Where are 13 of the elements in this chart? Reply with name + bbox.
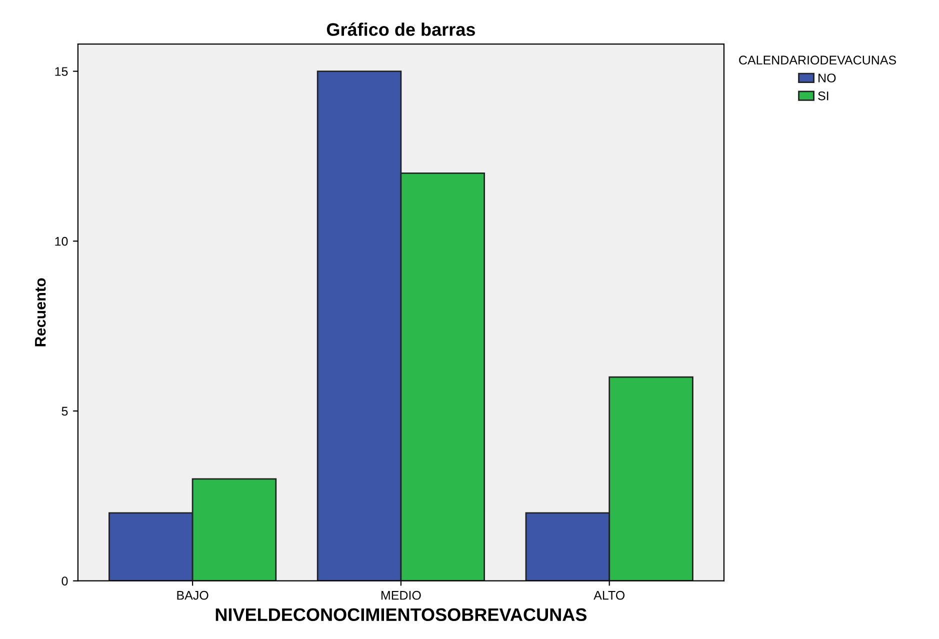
y-tick-label: 0 [62, 576, 68, 586]
chart-title: Gráfico de barras [326, 22, 475, 36]
y-tick-label: 15 [55, 67, 68, 76]
x-tick-label: ALTO [594, 590, 625, 600]
legend-label: NO [818, 74, 836, 82]
x-tick-label: MEDIO [381, 590, 421, 600]
y-tick-label: 5 [62, 406, 68, 416]
legend-title: CALENDARIODEVACUNAS [739, 56, 896, 65]
x-tick-label: BAJO [177, 590, 208, 600]
x-axis-title: NIVELDECONOCIMIENTOSOBREVACUNAS [216, 608, 587, 622]
y-axis-title: Recuento [35, 278, 46, 346]
legend-label: SI [818, 91, 828, 100]
y-tick-label: 10 [55, 236, 68, 246]
